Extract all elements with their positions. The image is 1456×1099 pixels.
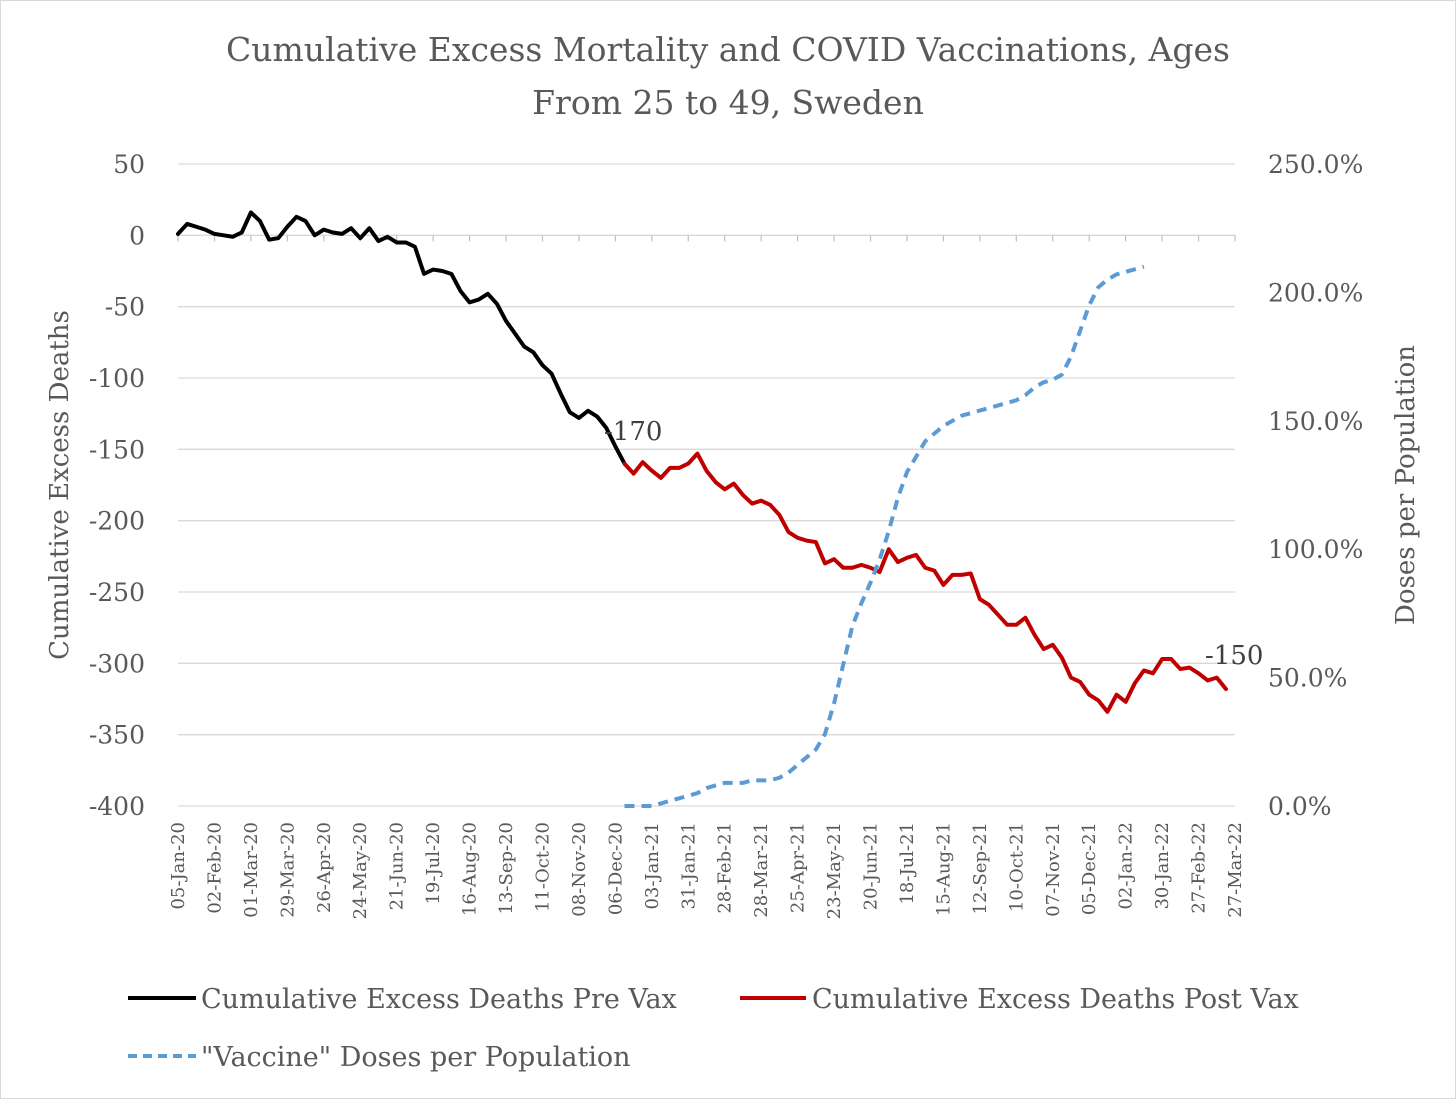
x-tick-label: 13-Sep-20 xyxy=(496,822,517,914)
x-tick-label: 02-Feb-20 xyxy=(204,822,225,914)
x-tick-label: 12-Sep-21 xyxy=(970,822,991,914)
x-tick-label: 01-Mar-20 xyxy=(241,822,262,918)
legend-label-post-vax: Cumulative Excess Deaths Post Vax xyxy=(812,984,1299,1015)
series-line-post-vax xyxy=(622,451,1228,714)
right-tick-label: 150.0% xyxy=(1268,407,1363,436)
right-tick-label: 0.0% xyxy=(1268,792,1332,821)
x-tick-label: 05-Dec-21 xyxy=(1079,822,1100,915)
right-axis-ticks: 250.0% 200.0% 150.0% 100.0% 50.0% 0.0% xyxy=(1268,150,1363,821)
x-tick-label: 21-Jun-20 xyxy=(387,822,408,910)
left-tick-label: -350 xyxy=(89,721,145,750)
left-tick-label: -300 xyxy=(89,649,145,678)
left-tick-label: -200 xyxy=(89,507,145,536)
right-tick-label: 100.0% xyxy=(1268,535,1363,564)
x-tick-label: 08-Nov-20 xyxy=(569,822,590,917)
data-label-post-vax-end: -150 xyxy=(1205,641,1263,671)
left-tick-label: 0 xyxy=(129,221,145,250)
right-tick-label: 50.0% xyxy=(1268,664,1347,693)
x-tick-label: 25-Apr-21 xyxy=(788,822,809,913)
gridlines xyxy=(178,163,1235,807)
series-line-pre-vax xyxy=(176,210,627,466)
x-tick-label: 28-Feb-21 xyxy=(715,822,736,914)
x-tick-label: 02-Jan-22 xyxy=(1116,822,1137,910)
x-tick-label: 27-Mar-22 xyxy=(1225,822,1246,918)
left-tick-label: -250 xyxy=(89,578,145,607)
right-axis-label: Doses per Population xyxy=(1391,345,1421,625)
x-tick-label: 15-Aug-21 xyxy=(933,822,954,916)
chart-title-line-2: From 25 to 49, Sweden xyxy=(532,83,924,122)
legend: Cumulative Excess Deaths Pre Vax Cumulat… xyxy=(128,984,1299,1073)
x-tick-label: 28-Mar-21 xyxy=(751,822,772,918)
x-tick-label: 11-Oct-20 xyxy=(532,822,553,912)
x-tick-label: 24-May-20 xyxy=(350,822,371,919)
left-tick-label: -50 xyxy=(105,293,145,322)
x-tick-label: 19-Jul-20 xyxy=(423,822,444,905)
right-tick-label: 200.0% xyxy=(1268,278,1363,307)
x-tick-label: 27-Feb-22 xyxy=(1189,822,1210,914)
x-tick-label: 10-Oct-21 xyxy=(1006,822,1027,912)
legend-label-pre-vax: Cumulative Excess Deaths Pre Vax xyxy=(201,984,677,1015)
series-line-vaccine-doses xyxy=(624,264,1145,808)
x-tick-label: 18-Jul-21 xyxy=(897,822,918,905)
left-tick-label: 50 xyxy=(113,150,145,179)
x-tick-label: 05-Jan-20 xyxy=(168,822,189,910)
left-tick-label: -100 xyxy=(89,364,145,393)
chart-title-line-1: Cumulative Excess Mortality and COVID Va… xyxy=(226,30,1230,69)
legend-label-vaccine-doses: "Vaccine" Doses per Population xyxy=(201,1042,631,1073)
x-tick-label: 23-May-21 xyxy=(824,822,845,919)
x-tick-label: 07-Nov-21 xyxy=(1043,822,1064,917)
x-tick-label: 29-Mar-20 xyxy=(277,822,298,918)
left-axis-ticks: 50 0 -50 -100 -150 -200 -250 -300 -350 -400 xyxy=(89,150,145,821)
x-tick-label: 16-Aug-20 xyxy=(460,822,481,916)
left-axis-label: Cumulative Excess Deaths xyxy=(45,310,75,660)
left-tick-label: -150 xyxy=(89,435,145,464)
x-tick-label: 06-Dec-20 xyxy=(605,822,626,915)
data-label-pre-vax-end: -170 xyxy=(604,417,662,447)
series-lines xyxy=(176,210,1228,808)
x-tick-label: 03-Jan-21 xyxy=(642,822,663,910)
x-tick-label: 20-Jun-21 xyxy=(861,822,882,910)
x-axis-ticks: 05-Jan-20 02-Feb-20 01-Mar-20 29-Mar-20 26-A… xyxy=(168,235,1246,919)
x-tick-label: 31-Jan-21 xyxy=(678,822,699,910)
x-tick-label: 30-Jan-22 xyxy=(1152,822,1173,910)
x-tick-label: 26-Apr-20 xyxy=(314,822,335,913)
left-tick-label: -400 xyxy=(89,792,145,821)
right-tick-label: 250.0% xyxy=(1268,150,1363,179)
